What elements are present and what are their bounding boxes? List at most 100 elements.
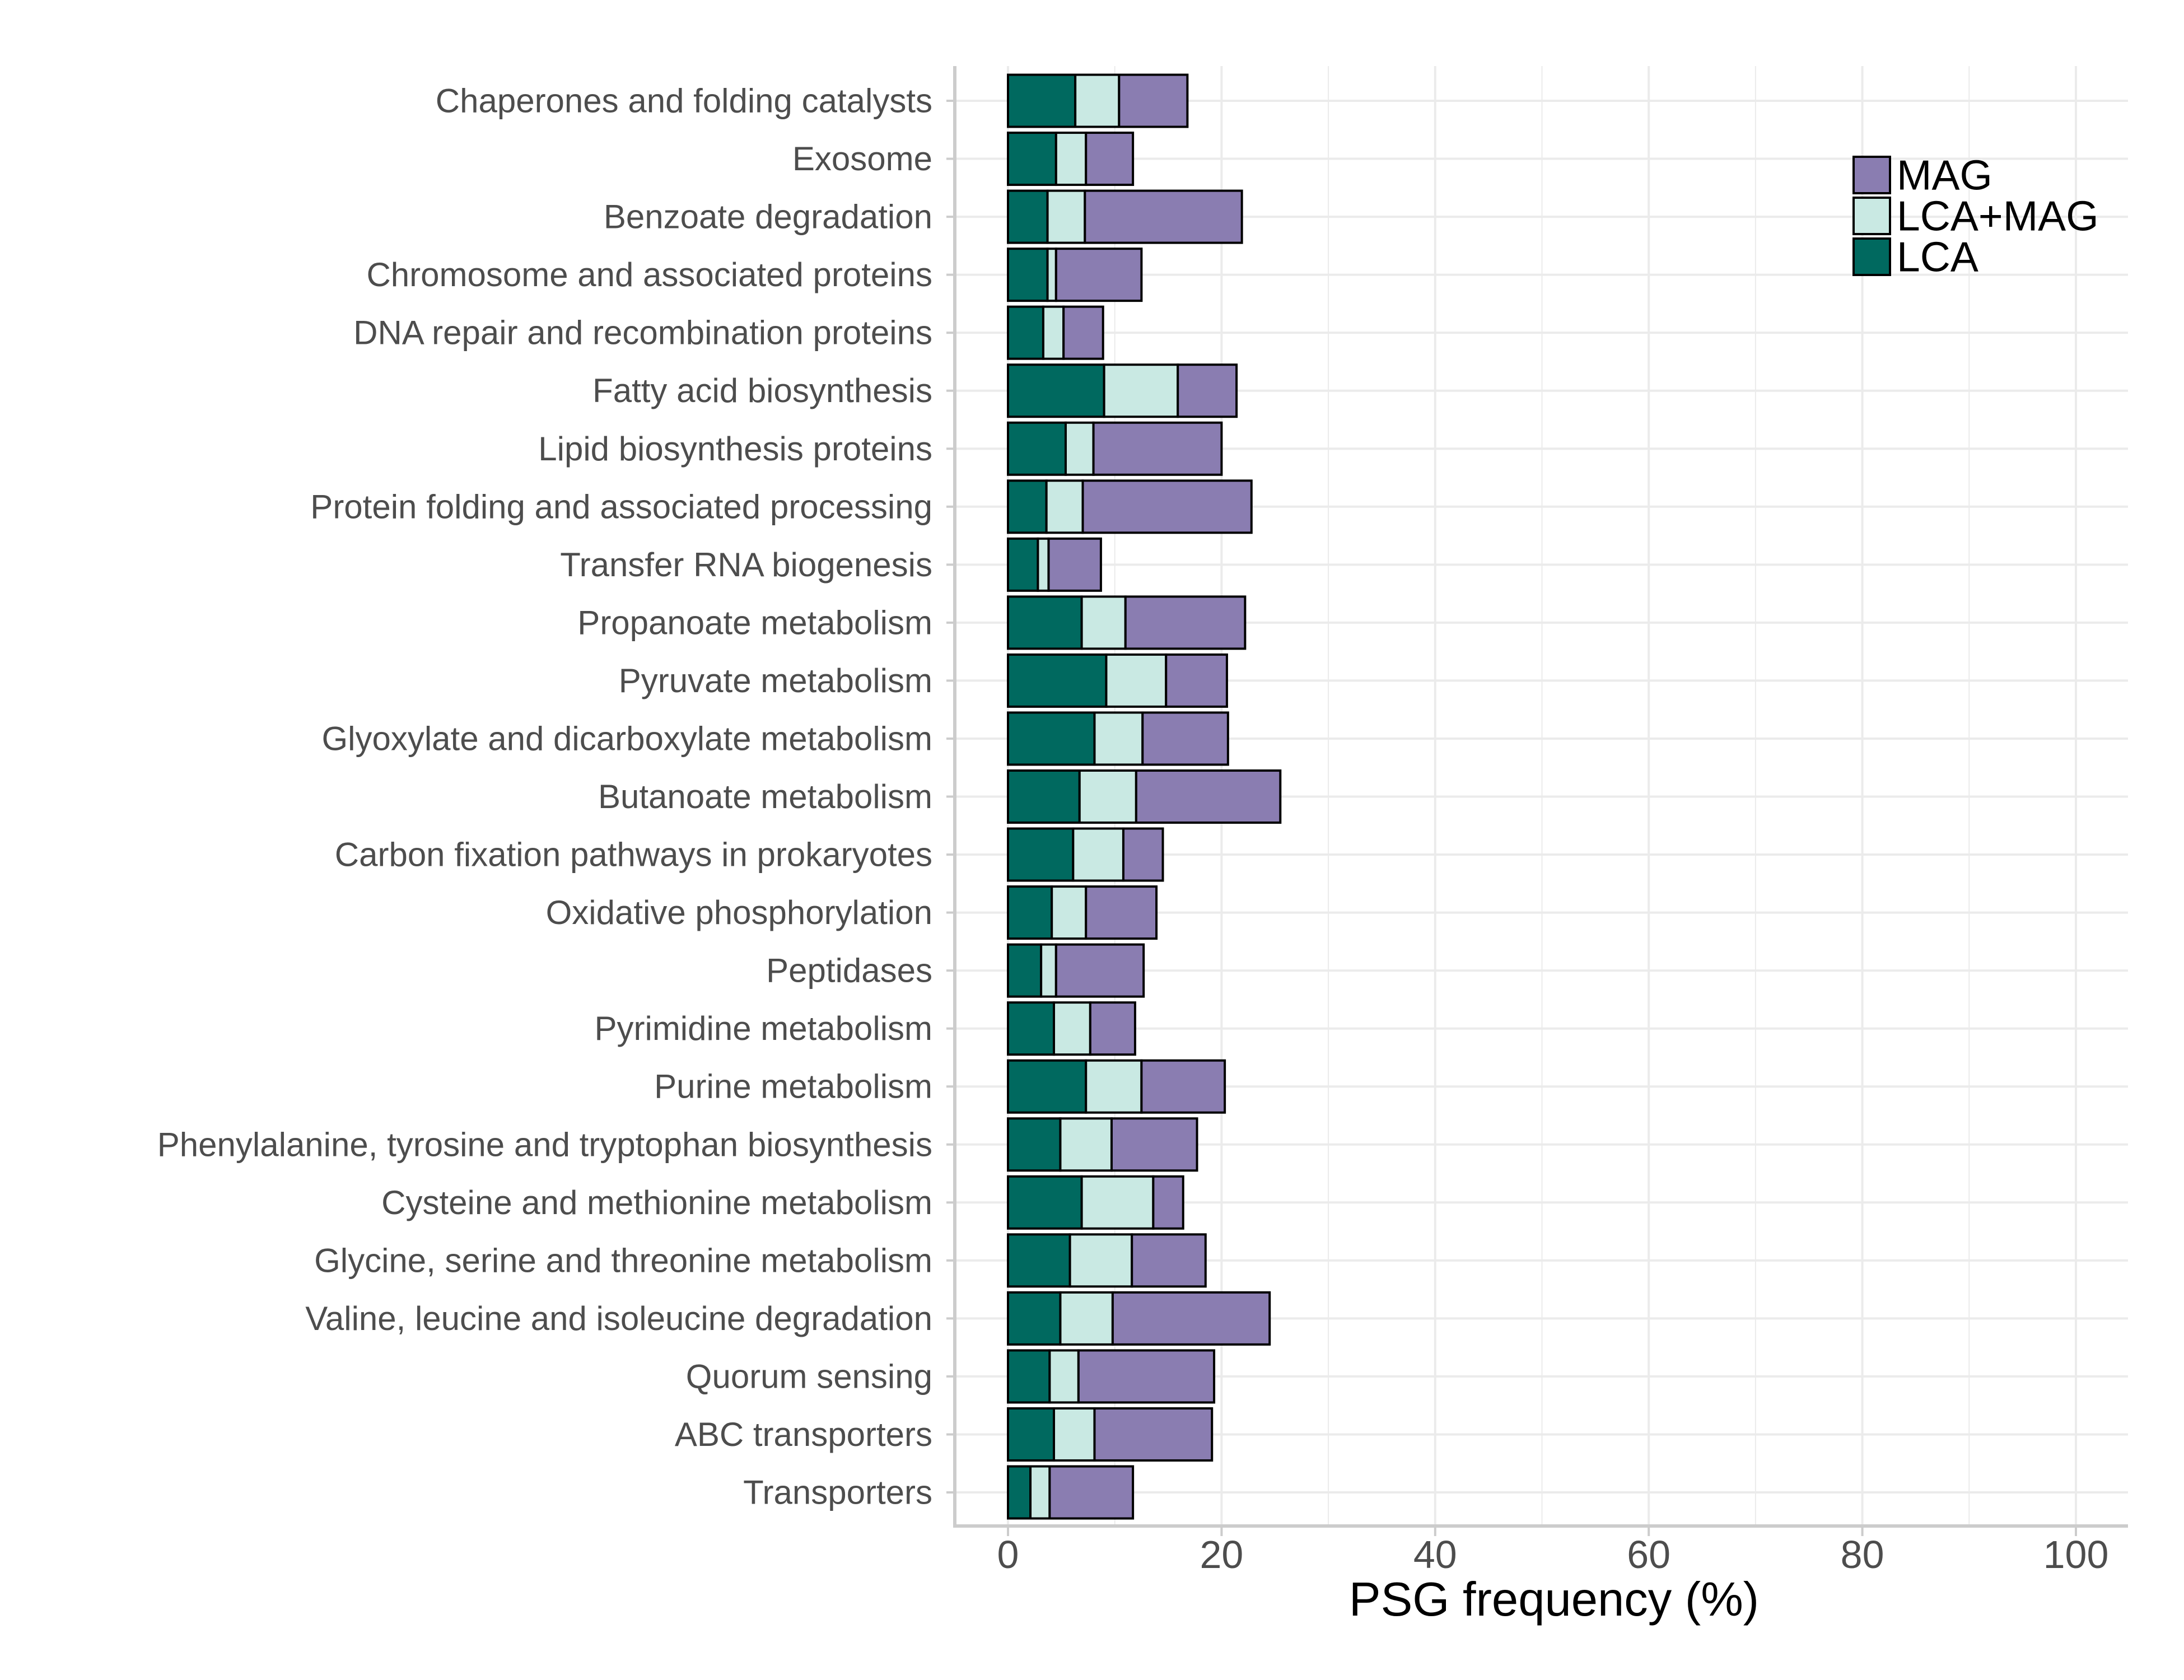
bar-segment-mag xyxy=(1140,1059,1226,1114)
category-label: Pyruvate metabolism xyxy=(619,662,932,699)
bar-segment-lca xyxy=(1007,421,1067,476)
category-label: Quorum sensing xyxy=(686,1357,932,1395)
category-label: Chaperones and folding catalysts xyxy=(436,82,932,120)
bar-segment-mag xyxy=(1093,1407,1214,1462)
category-label: Oxidative phosphorylation xyxy=(546,894,932,931)
bars xyxy=(1007,73,1282,1520)
x-tick-label: 20 xyxy=(1200,1533,1243,1576)
category-label: Propanoate metabolism xyxy=(577,604,932,641)
bar-segment-mag xyxy=(1131,1233,1207,1288)
bar-segment-lca-mag xyxy=(1080,1175,1155,1230)
category-labels: Chaperones and folding catalysts Exosome B… xyxy=(157,82,932,1511)
bar-segment-mag xyxy=(1092,421,1223,476)
bar-segment-lca-mag xyxy=(1053,1407,1096,1462)
bar-segment-mag xyxy=(1141,711,1229,766)
bar-segment-mag xyxy=(1124,595,1247,650)
bar-segment-lca-mag xyxy=(1046,248,1057,302)
bar-segment-mag xyxy=(1077,1349,1216,1404)
bar-segment-lca xyxy=(1007,653,1108,708)
bar-segment-lca xyxy=(1007,132,1057,186)
bar-segment-lca xyxy=(1007,1407,1056,1462)
bar-segment-mag xyxy=(1048,1465,1135,1520)
x-tick-label: 100 xyxy=(2043,1533,2109,1576)
bar-segment-lca-mag xyxy=(1042,305,1065,360)
category-label: Benzoate degradation xyxy=(604,198,932,236)
bar-segment-lca xyxy=(1007,1465,1032,1520)
bar-segment-lca-mag xyxy=(1078,769,1137,824)
bar-segment-mag xyxy=(1081,479,1253,534)
bar-segment-lca xyxy=(1007,769,1081,824)
bar-segment-mag xyxy=(1085,885,1158,940)
bar-segment-mag xyxy=(1152,1175,1184,1230)
bar-segment-lca xyxy=(1007,1291,1062,1346)
category-label: Transfer RNA biogenesis xyxy=(560,546,932,584)
legend-label: LCA+MAG xyxy=(1897,193,2099,240)
bar-segment-lca xyxy=(1007,711,1096,766)
category-label: ABC transporters xyxy=(675,1416,932,1453)
category-label: Transporters xyxy=(743,1474,932,1511)
bar-segment-lca-mag xyxy=(1051,885,1088,940)
category-label: Phenylalanine, tyrosine and tryptophan b… xyxy=(157,1126,932,1163)
category-label: Protein folding and associated processin… xyxy=(310,488,932,525)
x-tick-label: 80 xyxy=(1841,1533,1884,1576)
bar-segment-lca xyxy=(1007,1233,1071,1288)
bar-segment-lca-mag xyxy=(1029,1465,1051,1520)
bar-segment-lca-mag xyxy=(1093,711,1144,766)
legend-key-lca xyxy=(1852,237,1891,276)
bar-segment-lca xyxy=(1007,885,1053,940)
category-label: Glyoxylate and dicarboxylate metabolism xyxy=(321,720,932,757)
bar-segment-lca xyxy=(1007,827,1075,882)
bar-segment-mag xyxy=(1111,1291,1271,1346)
bar-segment-lca xyxy=(1007,479,1048,534)
bar-segment-lca-mag xyxy=(1074,73,1121,128)
bar-segment-mag xyxy=(1122,827,1164,882)
category-label: Chromosome and associated proteins xyxy=(366,256,932,293)
bar-segment-lca-mag xyxy=(1040,943,1057,998)
category-label: Butanoate metabolism xyxy=(598,778,932,815)
x-tick-label: 60 xyxy=(1627,1533,1670,1576)
category-label: Carbon fixation pathways in prokaryotes xyxy=(335,836,932,874)
category-label: Peptidases xyxy=(766,952,932,990)
x-axis-title: PSG frequency (%) xyxy=(1349,1573,1759,1626)
bar-segment-lca-mag xyxy=(1080,595,1127,650)
bar-segment-lca-mag xyxy=(1103,363,1179,418)
bar-segment-mag xyxy=(1118,73,1189,128)
category-label: Valine, leucine and isoleucine degradati… xyxy=(305,1300,932,1337)
bar-segment-mag xyxy=(1135,769,1282,824)
category-label: Exosome xyxy=(792,140,932,178)
legend-key-lca-mag xyxy=(1852,197,1891,235)
bar-segment-mag xyxy=(1177,363,1238,418)
bar-segment-mag xyxy=(1062,305,1104,360)
bar-segment-lca-mag xyxy=(1068,1233,1133,1288)
legend-key-mag xyxy=(1852,156,1891,194)
bar-segment-lca-mag xyxy=(1072,827,1124,882)
bar-segment-lca-mag xyxy=(1045,479,1084,534)
bar-segment-lca-mag xyxy=(1054,132,1088,186)
category-label: DNA repair and recombination proteins xyxy=(353,314,932,352)
category-label: Cysteine and methionine metabolism xyxy=(381,1184,932,1221)
bar-segment-lca xyxy=(1007,189,1049,244)
category-label: Glycine, serine and threonine metabolism xyxy=(314,1242,932,1279)
bar-segment-lca-mag xyxy=(1046,189,1086,244)
bar-segment-lca xyxy=(1007,1117,1062,1172)
bar-segment-mag xyxy=(1110,1117,1198,1172)
bar-segment-mag xyxy=(1054,943,1145,998)
bar-segment-lca xyxy=(1007,305,1044,360)
bar-segment-lca-mag xyxy=(1085,1059,1143,1114)
bar-segment-lca xyxy=(1007,1175,1083,1230)
bar-segment-lca xyxy=(1007,1059,1088,1114)
bar-segment-lca-mag xyxy=(1105,653,1168,708)
category-label: Pyrimidine metabolism xyxy=(594,1010,932,1047)
bar-segment-lca-mag xyxy=(1048,1349,1080,1404)
bar-segment-lca xyxy=(1007,248,1049,302)
category-label: Purine metabolism xyxy=(654,1068,932,1105)
bar-segment-mag xyxy=(1165,653,1228,708)
bar-segment-mag xyxy=(1084,189,1243,244)
bar-segment-lca xyxy=(1007,73,1077,128)
bar-segment-lca-mag xyxy=(1059,1117,1113,1172)
bar-segment-lca-mag xyxy=(1064,421,1095,476)
bar-segment-lca xyxy=(1007,1349,1051,1404)
